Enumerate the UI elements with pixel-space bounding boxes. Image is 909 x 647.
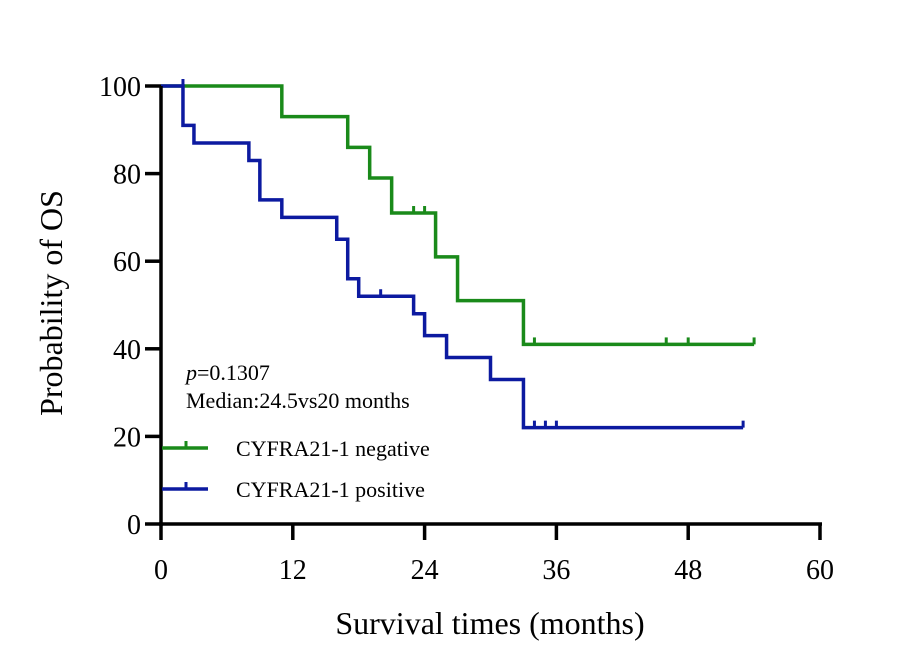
p-value: =0.1307 [197, 360, 270, 385]
x-tick-label: 0 [154, 555, 168, 586]
x-axis-title: Survival times (months) [335, 605, 644, 641]
y-tick-label: 100 [99, 72, 141, 103]
y-tick-label: 20 [113, 422, 141, 453]
p-symbol: p [184, 360, 197, 385]
y-tick-label: 80 [113, 160, 141, 191]
series-layer [161, 79, 756, 430]
survival-curve-cyfra21-1-negative [161, 84, 755, 347]
y-tick-label: 60 [113, 247, 141, 278]
y-tick-label: 40 [113, 335, 141, 366]
median-annotation: Median:24.5vs20 months [186, 388, 410, 413]
survival-curve-cyfra21-1-positive [161, 84, 744, 430]
y-tick-label: 0 [127, 510, 141, 541]
legend-label-positive: CYFRA21-1 positive [236, 477, 425, 502]
ticks-layer: 0 20 40 60 80 100 0 12 24 36 48 60 [99, 72, 834, 586]
axes-layer [159, 86, 822, 526]
legend: CYFRA21-1 negative CYFRA21-1 positive [162, 436, 430, 502]
x-tick-label: 12 [279, 555, 307, 586]
y-axis-title: Probability of OS [33, 190, 69, 416]
x-tick-label: 48 [674, 555, 702, 586]
p-value-annotation: p=0.1307 [184, 360, 270, 385]
legend-label-negative: CYFRA21-1 negative [236, 436, 430, 461]
x-tick-label: 60 [806, 555, 834, 586]
x-tick-label: 24 [411, 555, 439, 586]
x-tick-label: 36 [542, 555, 570, 586]
